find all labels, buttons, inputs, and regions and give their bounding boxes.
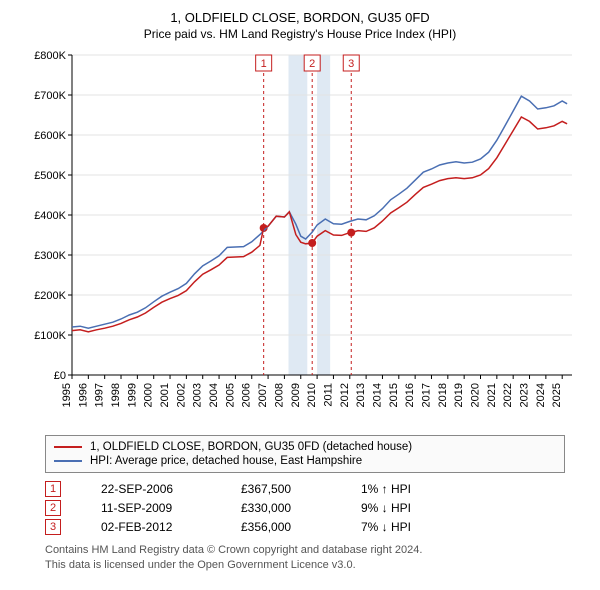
legend-row: 1, OLDFIELD CLOSE, BORDON, GU35 0FD (det… <box>54 440 556 454</box>
x-tick-label: 2011 <box>322 383 334 407</box>
x-tick-label: 2016 <box>404 383 416 407</box>
x-tick-label: 2018 <box>437 383 449 407</box>
y-tick-label: £600K <box>34 130 66 142</box>
x-tick-label: 2010 <box>306 383 318 407</box>
legend-box: 1, OLDFIELD CLOSE, BORDON, GU35 0FD (det… <box>45 435 565 473</box>
legend-swatch <box>54 446 82 448</box>
chart-plot-area: £0 £100K £200K £300K £400K £500K £600K £700K £80… <box>20 49 580 429</box>
transaction-diff: 1% ↑ HPI <box>361 482 461 496</box>
x-tick-label: 2006 <box>241 383 253 407</box>
x-tick-label: 2025 <box>551 383 563 407</box>
legend-swatch <box>54 460 82 462</box>
transactions-list: 1 22-SEP-2006 £367,500 1% ↑ HPI 2 11-SEP-2009… <box>10 481 590 535</box>
transaction-date: 02-FEB-2012 <box>101 520 201 534</box>
x-tick-label: 2020 <box>469 383 481 407</box>
x-tick-label: 2002 <box>175 383 187 407</box>
transaction-diff: 9% ↓ HPI <box>361 501 461 515</box>
transaction-marker-label: 1 <box>261 58 267 70</box>
y-tick-label: £500K <box>34 170 66 182</box>
x-tick-label: 2009 <box>290 383 302 407</box>
y-tick-label: £400K <box>34 210 66 222</box>
transaction-row: 3 02-FEB-2012 £356,000 7% ↓ HPI <box>45 519 590 535</box>
transaction-marker-box: 2 <box>45 500 61 516</box>
y-tick-label: £100K <box>34 330 66 342</box>
x-tick-label: 2008 <box>273 383 285 407</box>
x-tick-label: 2023 <box>519 383 531 407</box>
transaction-price: £356,000 <box>241 520 321 534</box>
y-tick-label: £200K <box>34 290 66 302</box>
x-tick-label: 1997 <box>94 383 106 407</box>
transaction-marker-label: 2 <box>309 58 315 70</box>
x-tick-label: 1996 <box>77 383 89 407</box>
x-tick-label: 1999 <box>126 383 138 407</box>
x-tick-label: 2017 <box>420 383 432 407</box>
x-tick-label: 2024 <box>535 383 547 407</box>
footnote: Contains HM Land Registry data © Crown c… <box>45 543 565 573</box>
x-tick-label: 2022 <box>502 383 514 407</box>
x-tick-label: 2019 <box>453 383 465 407</box>
transaction-marker-box: 3 <box>45 519 61 535</box>
transaction-marker-label: 3 <box>348 58 354 70</box>
x-tick-label: 2004 <box>208 383 220 407</box>
x-tick-label: 2003 <box>192 383 204 407</box>
transaction-diff: 7% ↓ HPI <box>361 520 461 534</box>
x-tick-label: 2013 <box>355 383 367 407</box>
x-tick-label: 2021 <box>486 383 498 407</box>
chart-title: 1, OLDFIELD CLOSE, BORDON, GU35 0FD <box>10 10 590 25</box>
y-tick-label: £700K <box>34 90 66 102</box>
transaction-date: 22-SEP-2006 <box>101 482 201 496</box>
chart-svg: £0 £100K £200K £300K £400K £500K £600K £700K £80… <box>20 49 580 429</box>
y-tick-label: £800K <box>34 50 66 62</box>
legend-row: HPI: Average price, detached house, East… <box>54 454 556 468</box>
y-tick-label: £0 <box>54 370 66 382</box>
x-tick-label: 2007 <box>257 383 269 407</box>
legend-label: 1, OLDFIELD CLOSE, BORDON, GU35 0FD (det… <box>90 441 412 453</box>
x-tick-label: 2014 <box>371 383 383 407</box>
transaction-date: 11-SEP-2009 <box>101 501 201 515</box>
x-tick-label: 2012 <box>339 383 351 407</box>
chart-container: 1, OLDFIELD CLOSE, BORDON, GU35 0FD Pric… <box>0 0 600 581</box>
x-tick-label: 2005 <box>224 383 236 407</box>
x-tick-label: 2015 <box>388 383 400 407</box>
transaction-marker-box: 1 <box>45 481 61 497</box>
x-tick-label: 2000 <box>143 383 155 407</box>
transaction-row: 1 22-SEP-2006 £367,500 1% ↑ HPI <box>45 481 590 497</box>
x-tick-label: 1998 <box>110 383 122 407</box>
y-tick-label: £300K <box>34 250 66 262</box>
x-tick-label: 1995 <box>61 383 73 407</box>
footnote-line-1: Contains HM Land Registry data © Crown c… <box>45 544 422 556</box>
chart-subtitle: Price paid vs. HM Land Registry's House … <box>10 27 590 41</box>
legend-label: HPI: Average price, detached house, East… <box>90 455 362 467</box>
transaction-price: £330,000 <box>241 501 321 515</box>
x-tick-label: 2001 <box>159 383 171 407</box>
footnote-line-2: This data is licensed under the Open Gov… <box>45 559 356 571</box>
transaction-price: £367,500 <box>241 482 321 496</box>
transaction-row: 2 11-SEP-2009 £330,000 9% ↓ HPI <box>45 500 590 516</box>
